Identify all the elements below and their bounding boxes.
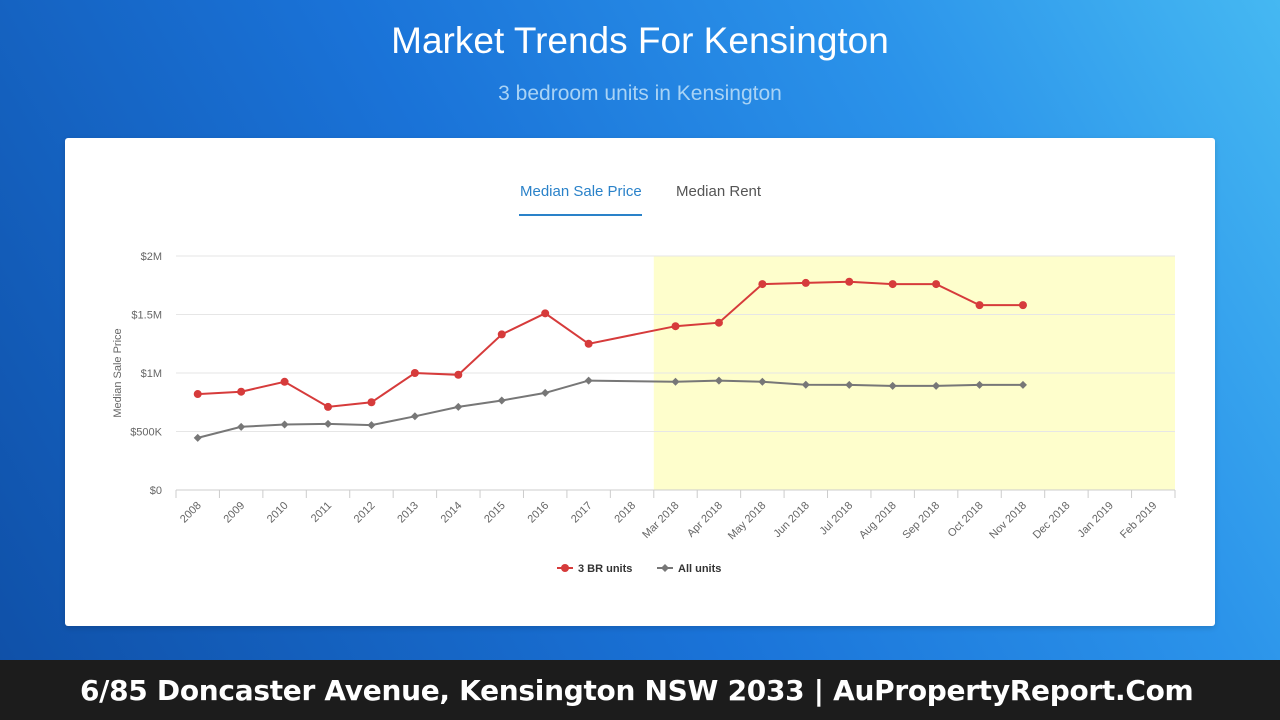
x-tick-label: Sep 2018 xyxy=(900,500,942,542)
data-point xyxy=(758,377,767,386)
data-point xyxy=(801,278,810,287)
data-point xyxy=(367,398,376,407)
y-axis-label: Median Sale Price xyxy=(112,328,124,417)
x-tick-label: Jun 2018 xyxy=(771,500,811,540)
data-point xyxy=(454,370,463,379)
data-point xyxy=(324,402,333,411)
data-point xyxy=(888,280,897,289)
data-point xyxy=(758,280,767,289)
x-tick-label: Nov 2018 xyxy=(987,500,1029,542)
data-point xyxy=(497,396,506,405)
legend-marker xyxy=(561,564,569,572)
chart-card: Median Sale Price Median Rent $0 $500K $1M… xyxy=(65,138,1215,626)
data-point xyxy=(932,381,941,390)
x-tick-label: Apr 2018 xyxy=(685,500,725,540)
data-point xyxy=(845,380,854,389)
data-point xyxy=(237,422,246,431)
data-point xyxy=(454,402,463,411)
data-point xyxy=(193,390,202,399)
data-point xyxy=(280,377,289,386)
x-tick-label: May 2018 xyxy=(726,500,769,543)
tab-median-rent[interactable]: Median Rent xyxy=(676,183,762,200)
y-tick-label: $500K xyxy=(130,427,162,439)
x-tick-label: Aug 2018 xyxy=(857,500,899,542)
line-chart: $0 $500K $1M $1.5M $2M Median Sale Price 2008 2… xyxy=(112,251,1176,575)
x-tick-label: 2008 xyxy=(178,500,204,526)
data-point xyxy=(714,318,723,327)
x-tick-label: 2013 xyxy=(395,500,421,526)
x-tick-label: Oct 2018 xyxy=(946,500,986,540)
data-point xyxy=(801,380,810,389)
data-point xyxy=(541,309,550,318)
data-point xyxy=(584,376,593,385)
y-tick-label: $2M xyxy=(141,251,162,263)
y-tick-label: $0 xyxy=(150,485,162,497)
x-tick-label: Jul 2018 xyxy=(817,500,855,538)
data-point xyxy=(237,387,246,396)
data-point xyxy=(1018,301,1027,310)
footer-bar: 6/85 Doncaster Avenue, Kensington NSW 20… xyxy=(0,660,1280,720)
page-title: Market Trends For Kensington xyxy=(391,20,889,61)
x-tick-label: 2015 xyxy=(482,500,508,526)
x-tick-label: 2017 xyxy=(569,500,595,526)
active-tab-indicator xyxy=(519,214,642,216)
data-point xyxy=(671,322,680,331)
data-point xyxy=(541,388,550,397)
data-point xyxy=(410,412,419,421)
data-point xyxy=(584,339,593,348)
data-point xyxy=(888,381,897,390)
x-tick-label: 2010 xyxy=(265,500,291,526)
x-tick-label: Mar 2018 xyxy=(640,500,681,541)
x-tick-label: 2016 xyxy=(526,500,552,526)
page-subtitle: 3 bedroom units in Kensington xyxy=(498,82,782,105)
y-tick-label: $1M xyxy=(141,368,162,380)
footer-address: 6/85 Doncaster Avenue, Kensington NSW 20… xyxy=(80,674,1194,707)
data-point xyxy=(410,369,419,377)
x-tick-label: Feb 2019 xyxy=(1118,500,1159,541)
x-tick-label: Dec 2018 xyxy=(1031,500,1073,542)
legend-marker xyxy=(661,564,669,572)
data-point xyxy=(975,301,984,310)
data-point xyxy=(497,330,506,339)
data-point xyxy=(324,419,333,428)
data-point xyxy=(671,377,680,386)
x-tick-label: 2011 xyxy=(309,500,334,525)
data-point xyxy=(975,380,984,389)
x-tick-label: 2014 xyxy=(439,500,465,526)
x-tick-label: 2018 xyxy=(612,500,638,526)
data-point xyxy=(193,433,202,442)
x-tick-label: Jan 2019 xyxy=(1075,500,1115,540)
data-point xyxy=(367,421,376,430)
tab-bar: Median Sale Price Median Rent xyxy=(65,182,1215,218)
data-point xyxy=(1018,380,1027,389)
legend-label: All units xyxy=(678,563,721,575)
legend-label: 3 BR units xyxy=(578,563,632,575)
tab-median-sale-price[interactable]: Median Sale Price xyxy=(520,183,642,200)
y-tick-label: $1.5M xyxy=(131,310,162,322)
x-tick-label: 2012 xyxy=(352,500,378,526)
x-tick-label: 2009 xyxy=(221,500,247,526)
data-point xyxy=(845,277,854,286)
data-point xyxy=(932,280,941,289)
data-point xyxy=(714,376,723,385)
data-point xyxy=(280,420,289,429)
